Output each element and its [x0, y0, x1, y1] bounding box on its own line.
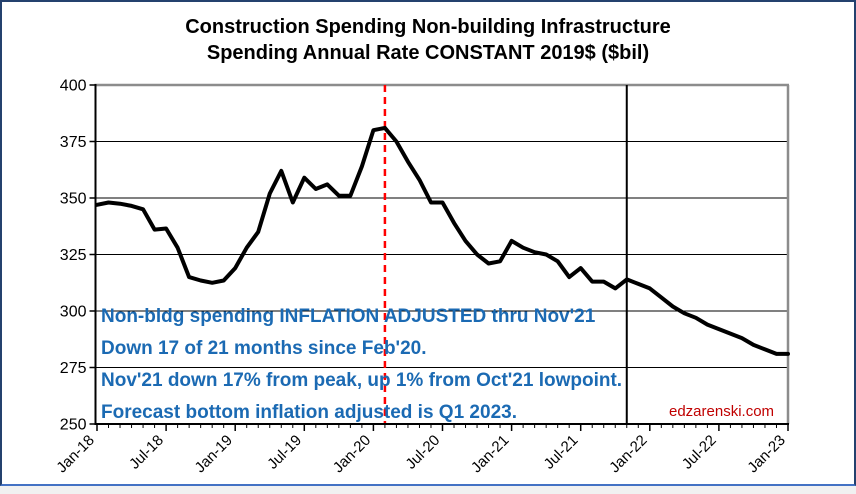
spending-line-series [95, 125, 790, 356]
bottom-strip [0, 486, 856, 494]
x-tick-label-jul-21: Jul-21 [541, 432, 582, 473]
x-tick-label-jan-18: Jan-18 [53, 432, 97, 476]
x-tick-label-jan-22: Jan-22 [606, 432, 650, 476]
x-tick-label-jan-21: Jan-21 [468, 432, 512, 476]
y-tick-label-325: 325 [60, 247, 87, 264]
x-tick-label-jan-23: Jan-23 [744, 432, 788, 476]
annotation-block: Non-bldg spending INFLATION ADJUSTED thr… [101, 301, 622, 429]
annotation-line-1: Non-bldg spending INFLATION ADJUSTED thr… [101, 306, 596, 327]
annotation-line-4: Forecast bottom inflation adjusted is Q1… [101, 402, 517, 423]
x-tick-label-jul-18: Jul-18 [126, 432, 167, 473]
y-tick-label-350: 350 [60, 191, 87, 208]
x-tick-label-jul-22: Jul-22 [679, 432, 720, 473]
y-tick-label-275: 275 [60, 360, 87, 377]
y-tick-label-400: 400 [60, 78, 87, 95]
x-tick-label-jul-19: Jul-19 [264, 432, 305, 473]
chart-title-line1: Construction Spending Non-building Infra… [185, 16, 671, 38]
annotation-line-3: Nov'21 down 17% from peak, up 1% from Oc… [101, 370, 623, 391]
x-tick-label-jan-20: Jan-20 [330, 432, 374, 476]
chart-title-line2: Spending Annual Rate CONSTANT 2019$ ($bi… [206, 42, 650, 64]
annotation-line-2: Down 17 of 21 months since Feb'20. [101, 338, 427, 359]
y-tick-label-300: 300 [60, 304, 87, 321]
line-chart-canvas: 250 275 300 325 350 375 400 Jan-18 Jul-18 Jan-19 J… [53, 78, 790, 476]
x-tick-label-jul-20: Jul-20 [402, 432, 443, 473]
x-tick-label-jan-19: Jan-19 [192, 432, 236, 476]
y-tick-label-375: 375 [60, 134, 87, 151]
watermark-text: edzarenski.com [669, 403, 775, 420]
y-tick-label-250: 250 [60, 417, 87, 434]
chart-title: Construction Spending Non-building Infra… [2, 14, 854, 66]
